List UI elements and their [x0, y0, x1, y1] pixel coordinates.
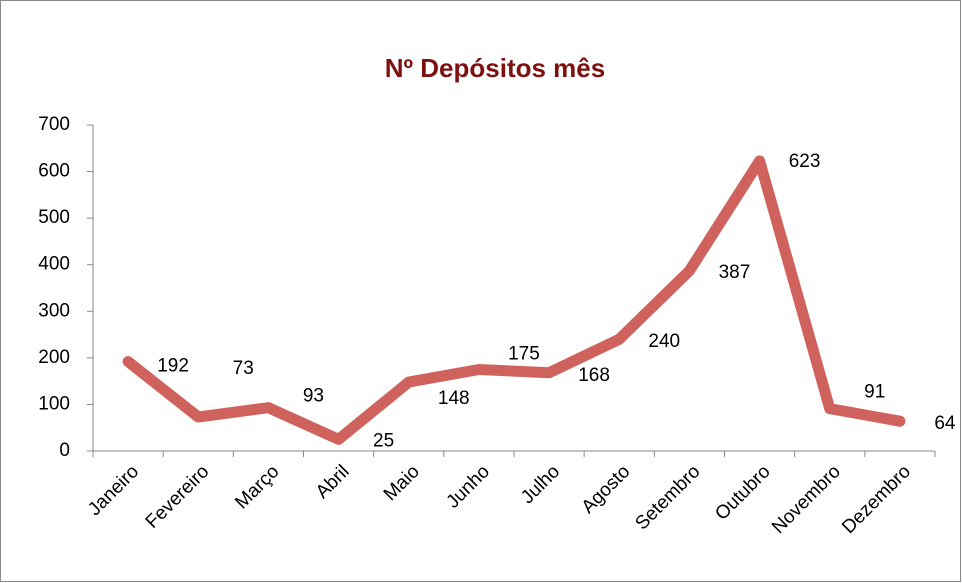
y-tick-label: 200	[38, 347, 70, 368]
data-label: 91	[864, 382, 885, 403]
data-label: 168	[578, 365, 610, 386]
y-tick-label: 700	[38, 114, 70, 135]
data-label: 73	[233, 358, 254, 379]
chart-title: Nº Depósitos mês	[385, 53, 605, 83]
y-tick-label: 300	[38, 300, 70, 321]
data-label: 192	[157, 356, 189, 377]
y-tick-label: 0	[59, 440, 70, 461]
data-label: 148	[438, 388, 470, 409]
data-label: 387	[719, 262, 751, 283]
data-label: 64	[934, 413, 956, 434]
data-label: 93	[303, 386, 324, 407]
data-label: 25	[373, 430, 394, 451]
data-label: 175	[508, 344, 540, 365]
y-tick-label: 500	[38, 207, 70, 228]
y-tick-label: 100	[38, 393, 70, 414]
data-line	[122, 155, 906, 445]
y-tick-label: 400	[38, 254, 70, 275]
y-tick-label: 600	[38, 161, 70, 182]
data-label: 623	[789, 151, 821, 172]
data-label: 240	[648, 331, 680, 352]
